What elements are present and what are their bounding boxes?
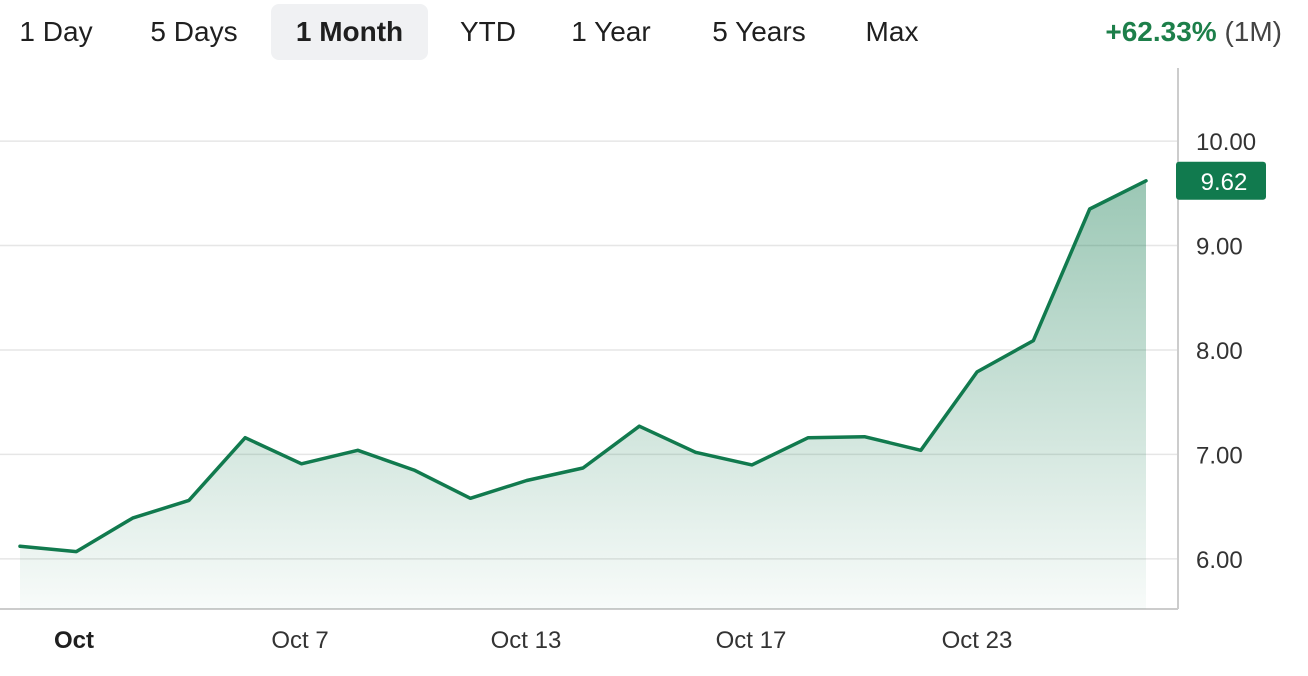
tab-5-years[interactable]: 5 Years bbox=[712, 16, 806, 47]
x-tick-label: Oct 7 bbox=[271, 627, 328, 654]
y-tick-label: 6.00 bbox=[1196, 547, 1243, 574]
last-price-label: 9.62 bbox=[1201, 169, 1248, 196]
y-tick-label: 9.00 bbox=[1196, 234, 1243, 261]
x-tick-label: Oct 17 bbox=[716, 627, 787, 654]
x-tick-label: Oct 23 bbox=[942, 627, 1013, 654]
x-tick-label: Oct 13 bbox=[491, 627, 562, 654]
last-price-badge: 9.62 bbox=[1176, 161, 1266, 200]
range-tabs: 1 Day 5 Days 1 Month YTD 1 Year 5 Years … bbox=[0, 0, 1308, 66]
tab-5-days[interactable]: 5 Days bbox=[150, 16, 238, 47]
change-period: (1M) bbox=[1224, 16, 1282, 47]
tab-ytd[interactable]: YTD bbox=[460, 16, 516, 47]
price-line bbox=[18, 179, 1148, 554]
price-area bbox=[20, 180, 1146, 610]
tab-1-day[interactable]: 1 Day bbox=[19, 16, 93, 47]
y-tick-label: 10.00 bbox=[1196, 129, 1256, 156]
y-axis-ticks: 6.00 7.00 8.00 9.00 10.00 bbox=[1196, 129, 1256, 574]
x-axis-ticks: Oct Oct 7 Oct 13 Oct 17 Oct 23 bbox=[54, 627, 1012, 654]
tab-1-year[interactable]: 1 Year bbox=[571, 16, 651, 47]
change-percent: +62.33% bbox=[1105, 16, 1217, 47]
tab-max[interactable]: Max bbox=[865, 16, 919, 47]
tab-1-month[interactable]: 1 Month bbox=[271, 4, 428, 60]
period-change: +62.33% (1M) bbox=[1105, 4, 1282, 60]
x-tick-label: Oct bbox=[54, 627, 94, 654]
y-tick-label: 7.00 bbox=[1196, 442, 1243, 469]
y-tick-label: 8.00 bbox=[1196, 338, 1243, 365]
last-price-badge-bg bbox=[1176, 161, 1266, 200]
